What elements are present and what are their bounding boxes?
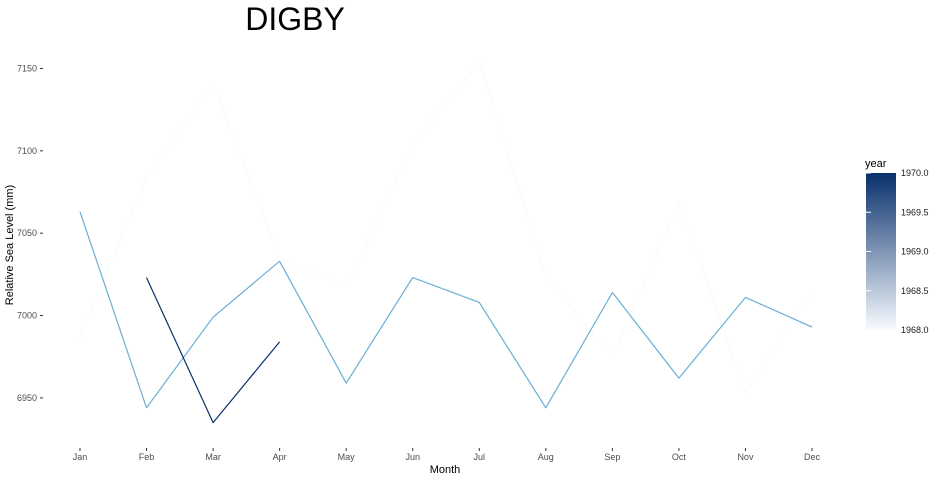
x-tick-label: May: [338, 452, 356, 462]
series-lines: [79, 61, 813, 424]
y-tick-label: 7000: [17, 311, 37, 321]
x-tick-label: Nov: [737, 452, 754, 462]
colorbar-tick-label: 1968.5: [901, 286, 929, 296]
x-tick-label: Dec: [804, 452, 821, 462]
series-line-1968: [79, 61, 813, 394]
y-tick-label: 7100: [17, 146, 37, 156]
x-tick-label: Aug: [538, 452, 554, 462]
chart-title: DIGBY: [245, 1, 345, 37]
x-tick-label: Feb: [139, 452, 155, 462]
series-line-1969: [79, 211, 813, 409]
y-tick-label: 6950: [17, 393, 37, 403]
series-line-1970: [145, 277, 281, 424]
x-tick-label: Oct: [672, 452, 687, 462]
x-tick-label: Mar: [205, 452, 221, 462]
colorbar-legend: year 1968.0 1968.5 1969.0 1969.5 1970.0: [865, 158, 929, 335]
colorbar-tick-label: 1969.5: [901, 207, 929, 217]
colorbar-tick-label: 1970.0: [901, 168, 929, 178]
colorbar-tick-label: 1968.0: [901, 325, 929, 335]
x-tick-label: Sep: [604, 452, 620, 462]
x-tick-label: Jan: [73, 452, 88, 462]
y-tick-label: 7050: [17, 228, 37, 238]
x-tick-label: Apr: [273, 452, 287, 462]
colorbar-tick-label: 1969.0: [901, 247, 929, 257]
y-tick-label: 7150: [17, 63, 37, 73]
colorbar-ticks: 1968.0 1968.5 1969.0 1969.5 1970.0: [866, 168, 929, 335]
y-axis: 6950 7000 7050 7100 7150: [17, 63, 43, 403]
x-axis: Jan Feb Mar Apr May Jun Jul Aug Sep Oct Nov Dec: [73, 448, 821, 462]
x-tick-label: Jun: [405, 452, 420, 462]
y-axis-title: Relative Sea Level (mm): [4, 185, 16, 305]
x-axis-title: Month: [430, 464, 461, 476]
x-tick-label: Jul: [474, 452, 486, 462]
legend-title: year: [865, 158, 887, 170]
